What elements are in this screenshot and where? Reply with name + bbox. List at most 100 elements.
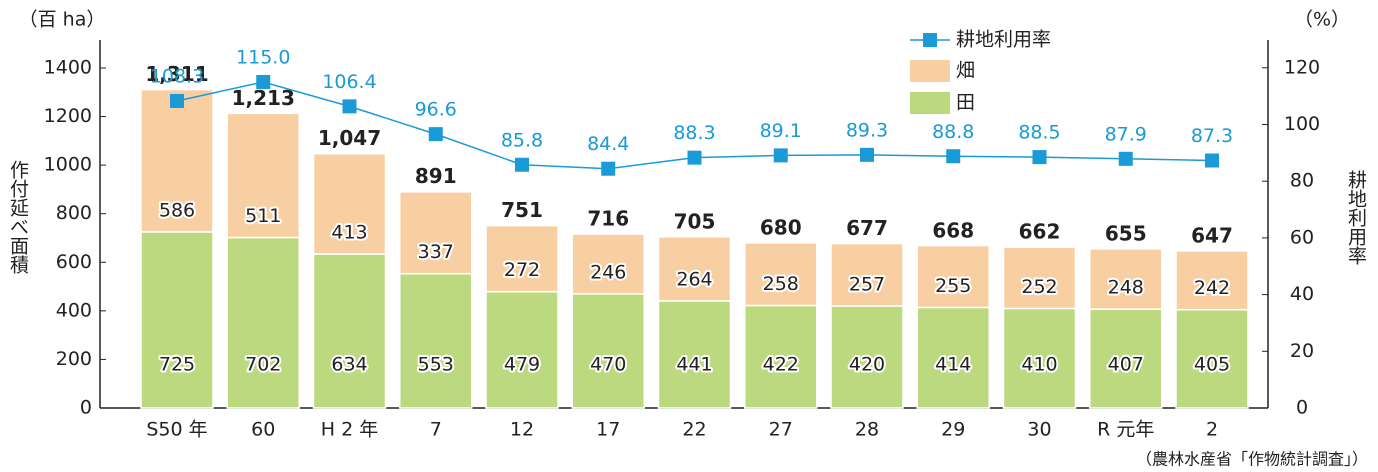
line-marker	[1118, 151, 1133, 166]
x-tick-label: 30	[1027, 419, 1051, 441]
segment-label: 586	[159, 199, 195, 221]
bar-segment	[140, 231, 214, 409]
total-label: 662	[1019, 220, 1061, 244]
y-tick-label: 200	[56, 348, 92, 370]
segment-label: 258	[763, 273, 799, 295]
line-marker	[428, 127, 443, 142]
source-note: （農林水産省「作物統計調査」）	[1136, 450, 1368, 469]
segment-label: 252	[1021, 276, 1057, 298]
y-tick-label: 1200	[44, 105, 92, 127]
y-axis-title: 作付延べ面積	[7, 160, 29, 274]
x-tick-label: 7	[430, 419, 442, 441]
bar-segment	[571, 293, 645, 409]
segment-label: 414	[935, 354, 971, 376]
segment-label: 634	[331, 354, 367, 376]
bar-segment	[744, 242, 818, 307]
segment-label: 479	[504, 354, 540, 376]
x-tick-label: H 2 年	[321, 419, 378, 441]
line-marker	[256, 74, 271, 89]
bar-segment	[140, 88, 214, 233]
x-tick-label: 12	[510, 419, 534, 441]
y2-tick-label: 100	[1284, 113, 1320, 135]
y-tick-label: 800	[56, 202, 92, 224]
x-tick-label: 17	[596, 419, 620, 441]
segment-label: 470	[590, 354, 626, 376]
x-tick-label: 60	[251, 419, 275, 441]
y2-tick-label: 0	[1296, 397, 1308, 419]
segment-label: 441	[676, 354, 712, 376]
line-value-label: 108.3	[150, 65, 204, 87]
segment-label: 422	[763, 354, 799, 376]
total-label: 680	[760, 215, 802, 239]
line-value-label: 85.8	[501, 129, 543, 151]
x-tick-label: 22	[682, 419, 706, 441]
line-value-label: 87.9	[1105, 123, 1147, 145]
legend-label: 耕地利用率	[956, 29, 1051, 51]
bar-segment	[657, 300, 732, 409]
total-label: 1,311	[145, 62, 208, 86]
bar-segment	[226, 236, 300, 409]
x-tick-label: 28	[855, 419, 879, 441]
x-tick-label: 29	[941, 419, 965, 441]
y2-tick-label: 80	[1290, 170, 1314, 192]
y-tick-label: 1000	[44, 154, 92, 176]
line-marker	[687, 150, 702, 165]
line-value-label: 88.3	[673, 122, 715, 144]
segment-label: 272	[504, 259, 540, 281]
bar-segment	[657, 236, 732, 302]
line-marker	[1032, 150, 1047, 165]
line-value-label: 84.4	[587, 133, 629, 155]
y-unit: （百 ha）	[19, 9, 106, 31]
total-label: 705	[674, 209, 716, 233]
y2-tick-label: 120	[1284, 56, 1320, 78]
x-tick-label: R 元年	[1097, 419, 1154, 441]
line-value-label: 88.8	[932, 121, 974, 143]
x-tick-label: 27	[769, 419, 793, 441]
bar-segment	[1002, 307, 1077, 409]
bar-segment	[312, 152, 387, 255]
line-marker	[946, 149, 961, 164]
line-value-label: 89.3	[846, 119, 888, 141]
line-marker	[342, 99, 357, 114]
bar-segment	[916, 244, 990, 309]
bar-segment	[226, 112, 300, 239]
x-tick-label: 2	[1206, 419, 1218, 441]
bar-segment	[1002, 246, 1077, 310]
bar-segment	[744, 304, 818, 409]
legend-label: 田	[956, 92, 975, 114]
bar-segment	[485, 224, 559, 293]
segment-label: 264	[676, 268, 712, 290]
segment-label: 420	[849, 354, 885, 376]
y2-tick-label: 60	[1290, 226, 1314, 248]
segment-label: 413	[331, 222, 367, 244]
y2-tick-label: 20	[1290, 340, 1314, 362]
segment-label: 553	[418, 354, 454, 376]
bar-segment	[485, 290, 559, 409]
bar-segment	[1089, 248, 1163, 310]
segment-label: 255	[935, 275, 971, 297]
total-label: 677	[846, 216, 888, 240]
total-label: 891	[415, 164, 457, 188]
y-tick-label: 400	[56, 299, 92, 321]
legend-label: 畑	[956, 60, 975, 82]
total-label: 1,047	[318, 126, 381, 150]
segment-label: 511	[245, 205, 281, 227]
total-label: 655	[1105, 221, 1147, 245]
y2-tick-label: 40	[1290, 283, 1314, 305]
legend-swatch	[910, 92, 950, 114]
line-marker	[170, 93, 184, 108]
segment-label: 337	[418, 241, 454, 263]
total-label: 647	[1191, 223, 1233, 247]
y2-unit: （%）	[1294, 9, 1350, 31]
line-marker	[515, 157, 529, 172]
segment-label: 725	[159, 354, 195, 376]
segment-label: 248	[1108, 277, 1144, 299]
bar-segment	[1175, 250, 1249, 311]
line-value-label: 89.1	[760, 120, 802, 142]
y-tick-label: 600	[56, 251, 92, 273]
total-label: 1,213	[232, 86, 295, 110]
total-label: 668	[932, 218, 974, 242]
line-value-label: 96.6	[415, 99, 457, 121]
segment-label: 257	[849, 273, 885, 295]
